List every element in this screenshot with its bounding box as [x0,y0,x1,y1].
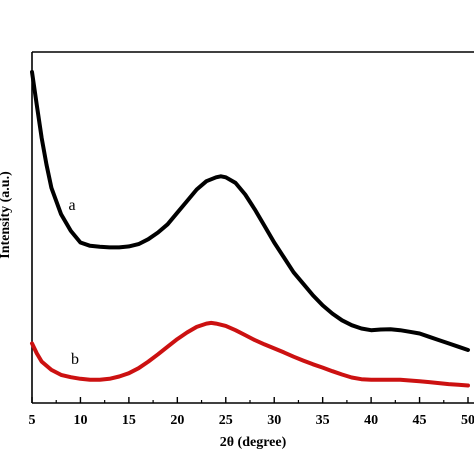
x-tick-label: 10 [73,413,87,428]
series-layer [30,70,470,388]
x-tick-label: 35 [316,413,330,428]
series-line-b [30,320,470,388]
x-axis-ticks: 5 10 15 20 25 30 35 40 45 50 [29,397,474,428]
x-tick-label: 30 [267,413,281,428]
series-label-b: b [71,351,79,368]
x-axis-title: 2θ (degree) [220,435,287,450]
series-tags: ab [68,197,79,368]
x-tick-label: 20 [170,413,184,428]
x-tick-label: 25 [219,413,233,428]
x-tick-label: 5 [29,413,36,428]
x-tick-label: 40 [364,413,378,428]
x-tick-label: 45 [413,413,427,428]
x-tick-label: 50 [461,413,474,428]
series-label-a: a [68,197,75,214]
x-tick-label: 15 [122,413,136,428]
series-line-a [30,70,470,352]
y-axis-title: Intensity (a.u.) [0,171,13,259]
